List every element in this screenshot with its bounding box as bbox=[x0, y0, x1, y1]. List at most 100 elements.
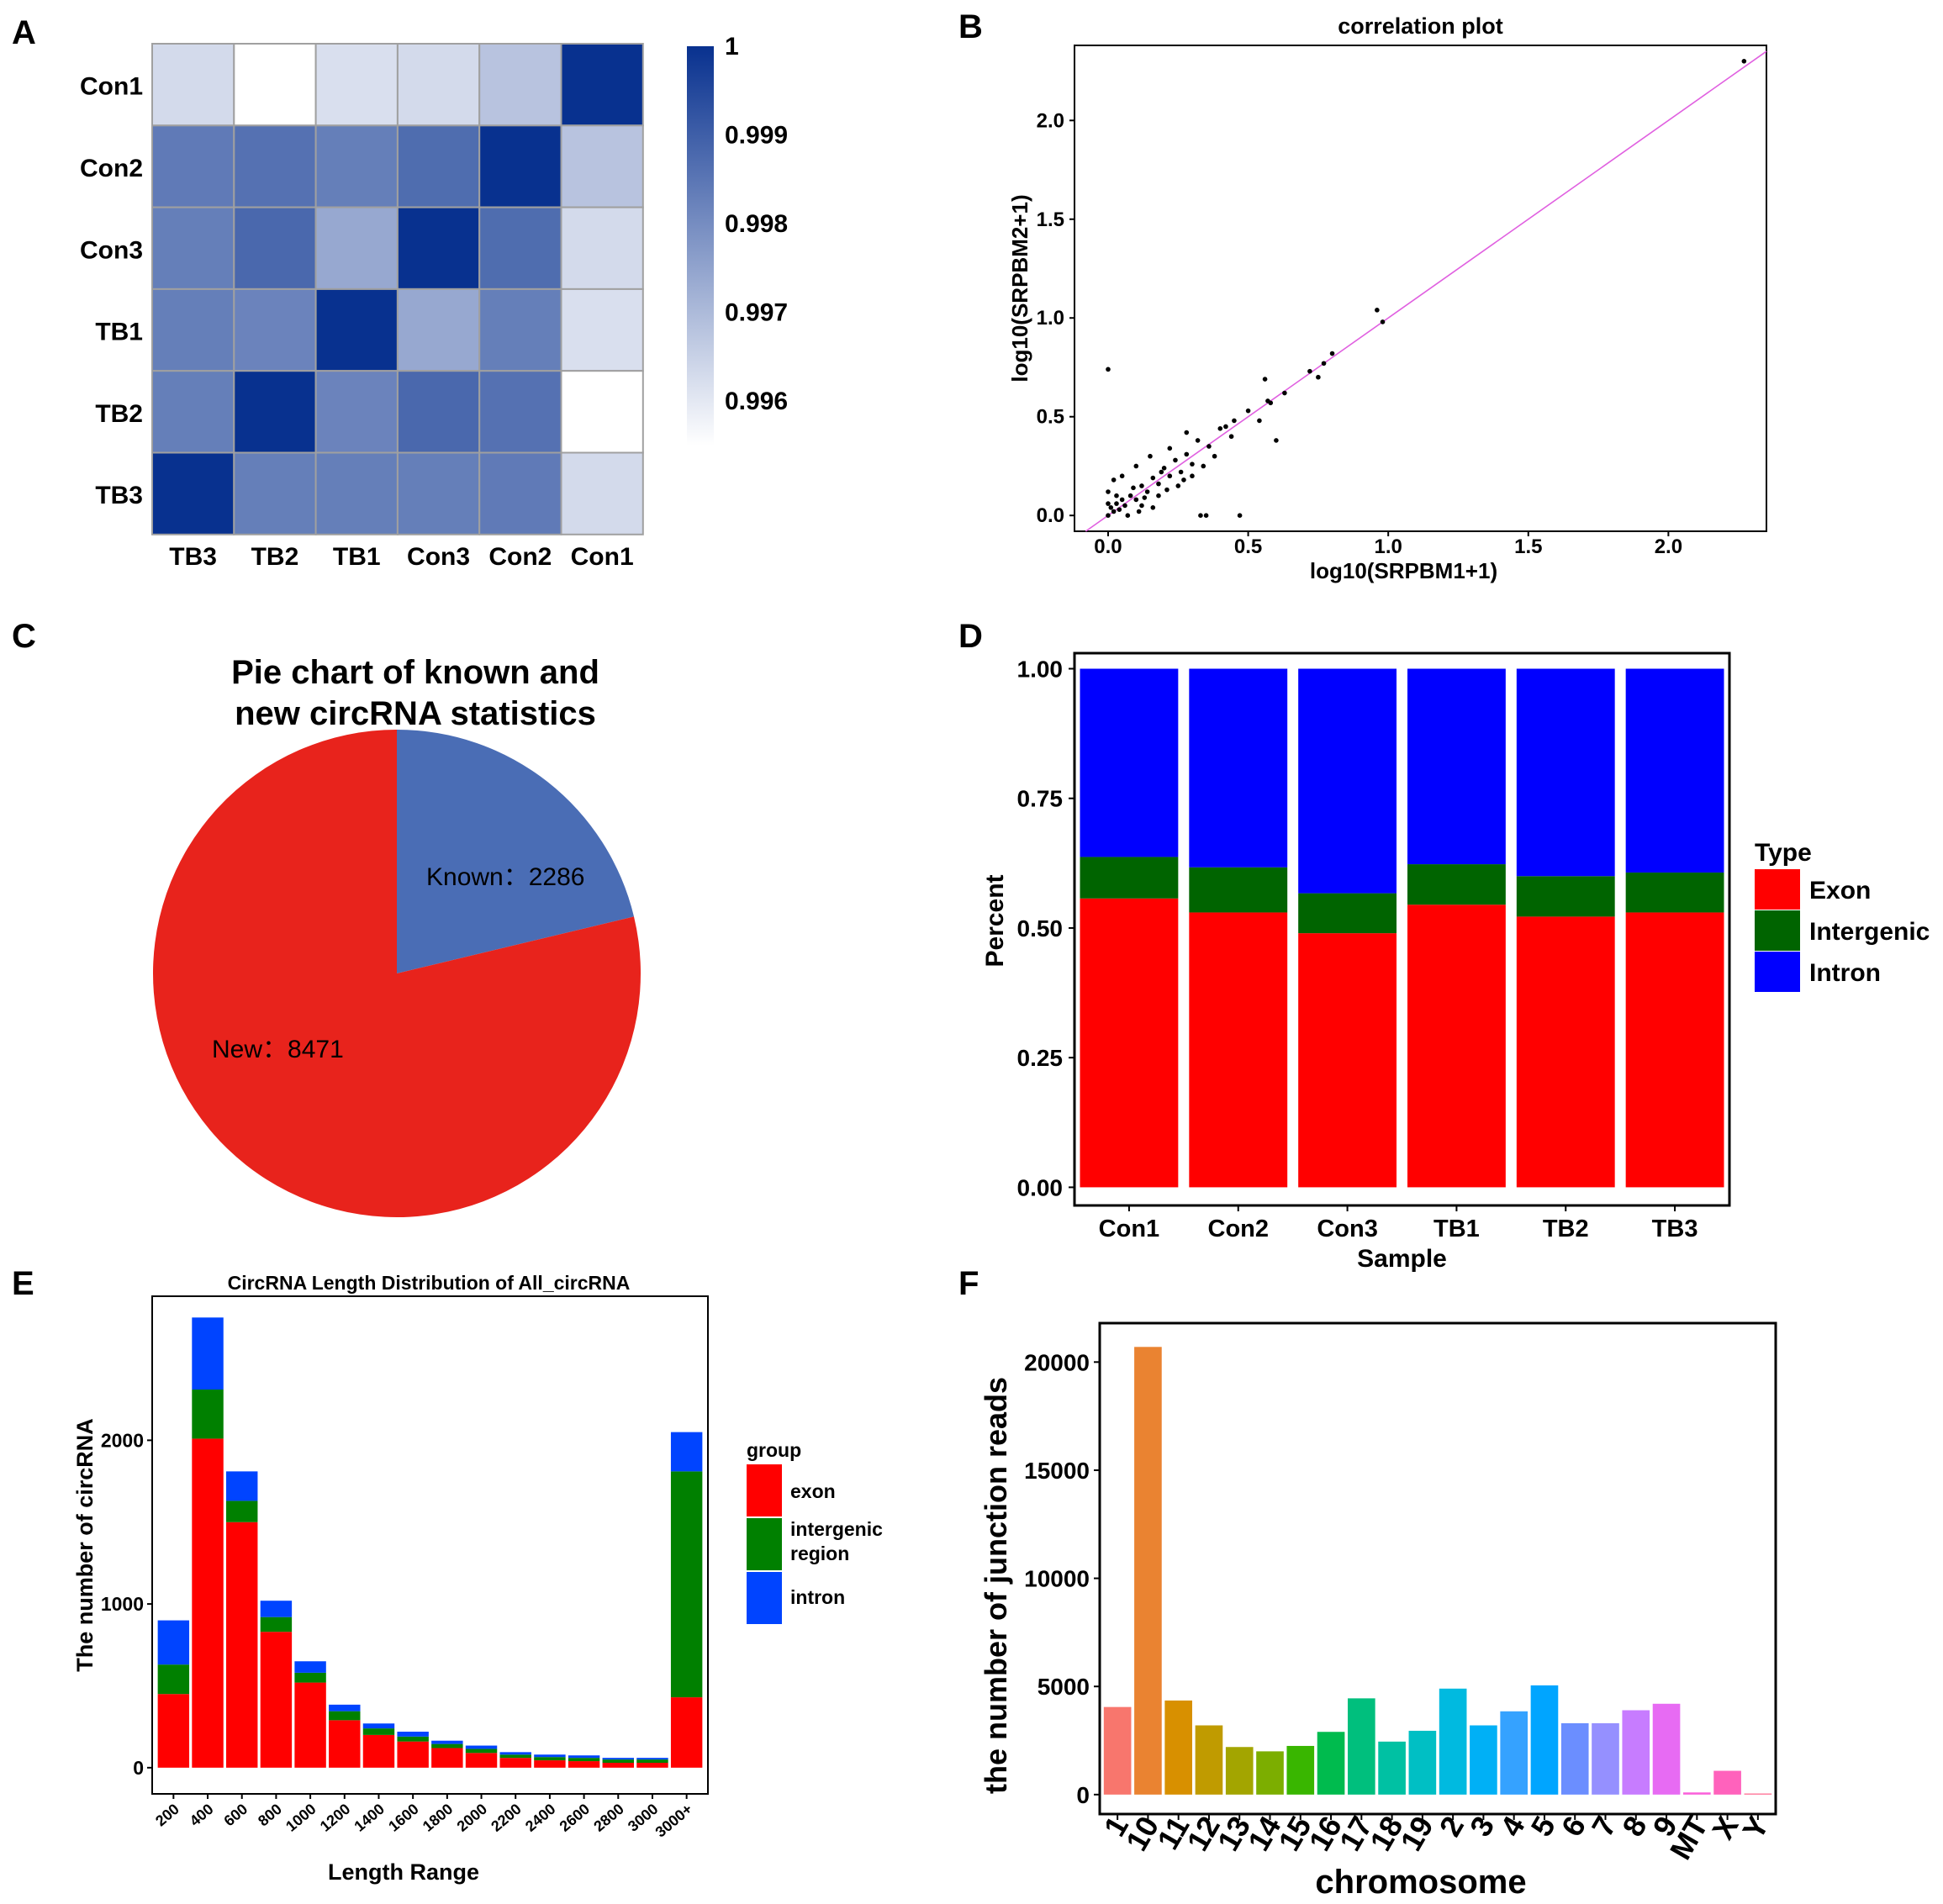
legend-swatch-exon bbox=[1755, 869, 1800, 910]
x-tick-label: 1000 bbox=[282, 1801, 319, 1835]
heatmap-row-label: Con3 bbox=[80, 236, 143, 264]
x-tick-label: MT bbox=[1663, 1810, 1715, 1865]
bar-segment-exon bbox=[1625, 912, 1724, 1188]
bar-segment-intergenic bbox=[1516, 876, 1615, 917]
x-tick-label: Con1 bbox=[1099, 1216, 1160, 1242]
scatter-point bbox=[1119, 497, 1125, 503]
legend-label-region: region bbox=[790, 1543, 849, 1564]
x-tick-label: 2400 bbox=[522, 1801, 559, 1835]
bar-chr-2 bbox=[1439, 1688, 1467, 1795]
x-axis-label: chromosome bbox=[1315, 1864, 1526, 1901]
bar-chr-4 bbox=[1500, 1711, 1529, 1795]
bar-chr-Y bbox=[1744, 1793, 1772, 1795]
stacked-bar-panel-type: Con1 Con2 Con3 TB1 TB2 TB3 0.00 0.25 0.50 0.75 1.0… bbox=[981, 651, 1930, 1273]
bar-chr-1 bbox=[1103, 1706, 1132, 1795]
heatmap-cell bbox=[314, 287, 399, 372]
bar-chr-17 bbox=[1347, 1698, 1375, 1795]
colorbar bbox=[687, 46, 714, 446]
bar-chr-X bbox=[1713, 1770, 1741, 1795]
scatter-point bbox=[1223, 424, 1228, 430]
scatter-point bbox=[1190, 473, 1195, 479]
scatter-point bbox=[1257, 418, 1262, 424]
bar-segment-intron bbox=[1080, 668, 1179, 857]
pie-label-known: Known：2286 bbox=[426, 863, 584, 891]
x-tick-label: 800 bbox=[255, 1801, 285, 1830]
heatmap-col-label: Con1 bbox=[571, 543, 634, 571]
scatter-point bbox=[1274, 438, 1279, 443]
scatter-point bbox=[1282, 390, 1287, 396]
bar-chr-10 bbox=[1134, 1347, 1162, 1795]
scatter-point bbox=[1380, 319, 1386, 324]
scatter-point bbox=[1198, 513, 1203, 519]
bar-chr-16 bbox=[1317, 1732, 1345, 1795]
x-tick-label: 2200 bbox=[488, 1801, 525, 1835]
heatmap-cell bbox=[233, 124, 317, 208]
plot-frame bbox=[1073, 651, 1731, 1207]
heatmap-cell bbox=[478, 124, 562, 208]
y-axis-label: the number of junction reads bbox=[979, 1377, 1013, 1794]
pie-title-line-1: Pie chart of known and bbox=[231, 654, 599, 691]
scatter-point bbox=[1217, 426, 1223, 431]
x-tick-label: 1400 bbox=[351, 1801, 388, 1835]
bar-segment-exon bbox=[1080, 898, 1179, 1188]
scatter-panel: correlation plot 0.0 0.5 1.0 1.5 2.0 0.0 0.5 1.0… bbox=[1007, 13, 1767, 583]
bar-segment-intergenic bbox=[1407, 864, 1506, 905]
bar-segment-intron bbox=[260, 1601, 293, 1617]
heatmap-cell bbox=[151, 43, 235, 127]
scatter-point bbox=[1316, 374, 1321, 380]
y-tick-label: 10000 bbox=[1024, 1566, 1090, 1592]
legend-label-intron: intron bbox=[790, 1586, 845, 1608]
y-tick-label: 0.50 bbox=[1017, 915, 1064, 941]
heatmap-cell bbox=[314, 124, 399, 208]
scatter-point bbox=[1245, 408, 1251, 414]
bar-segment-intergenic bbox=[294, 1672, 326, 1683]
y-tick-label: 0.75 bbox=[1017, 786, 1064, 812]
bar-chr-12 bbox=[1195, 1725, 1223, 1795]
scatter-point bbox=[1108, 505, 1114, 510]
scatter-point bbox=[1119, 473, 1125, 479]
scatter-point bbox=[1136, 509, 1142, 514]
panel-label-b: B bbox=[958, 8, 983, 45]
scatter-point bbox=[1106, 501, 1111, 506]
x-tick-label: 2000 bbox=[454, 1801, 491, 1835]
scatter-title: correlation plot bbox=[1338, 13, 1503, 39]
bar-chr-11 bbox=[1164, 1700, 1193, 1795]
scatter-point bbox=[1195, 438, 1201, 443]
heatmap-cell bbox=[478, 451, 562, 535]
x-axis-label: Length Range bbox=[328, 1859, 479, 1885]
x-tick-label: 200 bbox=[152, 1801, 182, 1830]
heatmap-cell bbox=[233, 206, 317, 290]
scatter-point bbox=[1321, 361, 1327, 367]
bar-chr-15 bbox=[1286, 1745, 1315, 1795]
scatter-point bbox=[1133, 463, 1139, 469]
x-tick-label: 2800 bbox=[590, 1801, 627, 1835]
bar-segment-exon bbox=[431, 1748, 463, 1768]
x-tick-label: 2600 bbox=[557, 1801, 594, 1835]
bar-segment-intron bbox=[499, 1752, 531, 1755]
heatmap-cell bbox=[151, 124, 235, 208]
scatter-point bbox=[1148, 453, 1153, 459]
scatter-point bbox=[1117, 507, 1122, 512]
bar-segment-intergenic bbox=[465, 1748, 498, 1754]
scatter-point bbox=[1125, 513, 1131, 519]
bar-segment-intergenic bbox=[431, 1743, 463, 1748]
bar-segment-intergenic bbox=[1189, 867, 1288, 913]
bar-chr-13 bbox=[1225, 1747, 1254, 1795]
heatmap-cell bbox=[314, 370, 399, 454]
bar-segment-intron bbox=[329, 1704, 361, 1711]
colorbar-tick-label: 1 bbox=[725, 33, 739, 61]
scatter-point bbox=[1133, 497, 1139, 503]
scatter-point bbox=[1106, 513, 1111, 519]
heatmap-row-label: TB1 bbox=[95, 319, 143, 346]
colorbar-tick-label: 0.996 bbox=[725, 388, 788, 415]
scatter-frame bbox=[1074, 45, 1767, 532]
panel-label-f: F bbox=[958, 1265, 979, 1302]
heatmap-row-label: TB3 bbox=[95, 482, 143, 509]
stacked-bar-panel-length: CircRNA Length Distribution of All_circR… bbox=[72, 1272, 883, 1885]
bar-segment-exon bbox=[397, 1741, 429, 1768]
bar-segment-exon bbox=[1298, 933, 1397, 1188]
bar-segment-intron bbox=[1189, 668, 1288, 868]
scatter-point bbox=[1111, 477, 1117, 483]
chromosome-bar-panel: 11011121314151617181923456789MTXY0500010… bbox=[979, 1321, 1777, 1901]
heatmap-cell bbox=[151, 206, 235, 290]
